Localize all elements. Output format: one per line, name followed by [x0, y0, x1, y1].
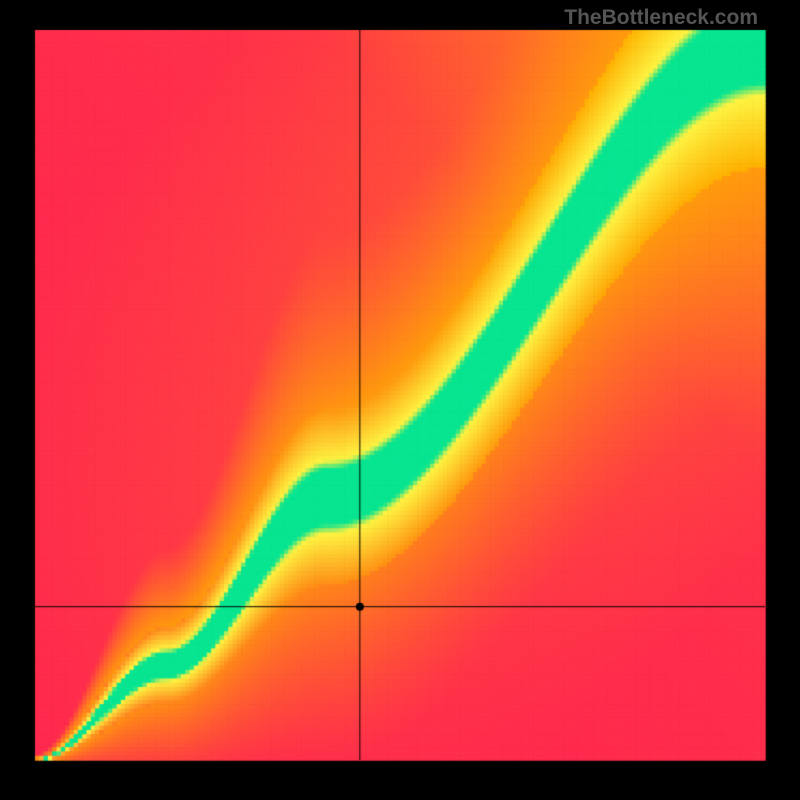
- chart-container: TheBottleneck.com: [0, 0, 800, 800]
- heatmap-canvas: [0, 0, 800, 800]
- watermark-text: TheBottleneck.com: [564, 6, 758, 30]
